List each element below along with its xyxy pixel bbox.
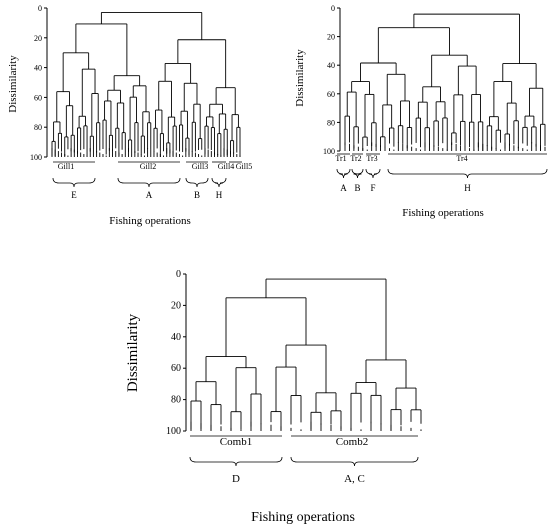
group-brace: [387, 168, 548, 179]
group-label: Tr1: [335, 154, 346, 163]
y-tick-label: 40: [34, 64, 42, 73]
y-tick-label: 40: [327, 61, 335, 70]
x-axis-label: Fishing operations: [251, 510, 355, 525]
group-label: Comb2: [336, 436, 368, 448]
y-tick-label: 100: [323, 147, 335, 156]
bracket-label: B: [194, 190, 200, 200]
bracket-label: B: [354, 183, 360, 193]
y-tick-label: 80: [34, 123, 42, 132]
group-brace: [117, 177, 181, 188]
y-tick-label: 80: [171, 395, 181, 406]
group-label: Gill3: [192, 162, 208, 171]
group-label: Comb1: [220, 436, 252, 448]
group-label: Gill5: [236, 162, 252, 171]
bracket-label: A: [146, 190, 153, 200]
y-tick-label: 80: [327, 118, 335, 127]
x-axis-label: Fishing operations: [109, 215, 191, 227]
group-brace: [365, 168, 381, 179]
y-axis-label: Dissimilarity: [125, 313, 141, 392]
bracket-label: H: [216, 190, 223, 200]
y-tick-label: 100: [166, 426, 181, 437]
bracket-label: A: [340, 183, 347, 193]
y-tick-label: 60: [34, 93, 42, 102]
y-tick-label: 60: [327, 90, 335, 99]
group-brace: [351, 168, 364, 179]
y-tick-label: 20: [171, 300, 181, 311]
group-brace: [336, 168, 351, 179]
group-label: Gill4: [218, 162, 234, 171]
y-axis-label: Dissimilarity: [7, 55, 19, 113]
group-label: Tr4: [456, 154, 467, 163]
group-label: Tr2: [350, 154, 361, 163]
group-label: Gill2: [140, 162, 156, 171]
group-brace: [211, 177, 227, 188]
y-tick-label: 20: [34, 34, 42, 43]
y-tick-label: 0: [38, 4, 42, 13]
bracket-label: D: [232, 473, 240, 485]
group-label: Gill1: [58, 162, 74, 171]
group-label: Tr3: [366, 154, 377, 163]
group-brace: [290, 456, 419, 467]
dendrogram-panel-trawl: 0 20 40 60 80 100 Dissimilarity Fishing operati…: [294, 4, 548, 219]
dendrogram-panel-combined: 0 20 40 60 80 100 Dissimilarity Fishing operati…: [125, 269, 422, 525]
y-axis-label: Dissimilarity: [294, 49, 306, 107]
y-tick-label: 100: [30, 153, 42, 162]
dendrogram-panel-gillnet: 0 20 40 60 80 100 Dissimilarity Fishing operati…: [7, 4, 252, 227]
bracket-label: E: [71, 190, 77, 200]
y-tick-label: 20: [327, 33, 335, 42]
group-brace: [185, 177, 209, 188]
y-tick-label: 0: [331, 4, 335, 13]
group-brace: [189, 456, 283, 467]
bracket-label: H: [464, 183, 471, 193]
x-axis-label: Fishing operations: [402, 207, 484, 219]
y-tick-label: 0: [176, 269, 181, 280]
group-brace: [52, 177, 96, 188]
y-tick-label: 40: [171, 332, 181, 343]
bracket-label: F: [370, 183, 375, 193]
bracket-label: A, C: [344, 473, 365, 485]
y-tick-label: 60: [171, 363, 181, 374]
